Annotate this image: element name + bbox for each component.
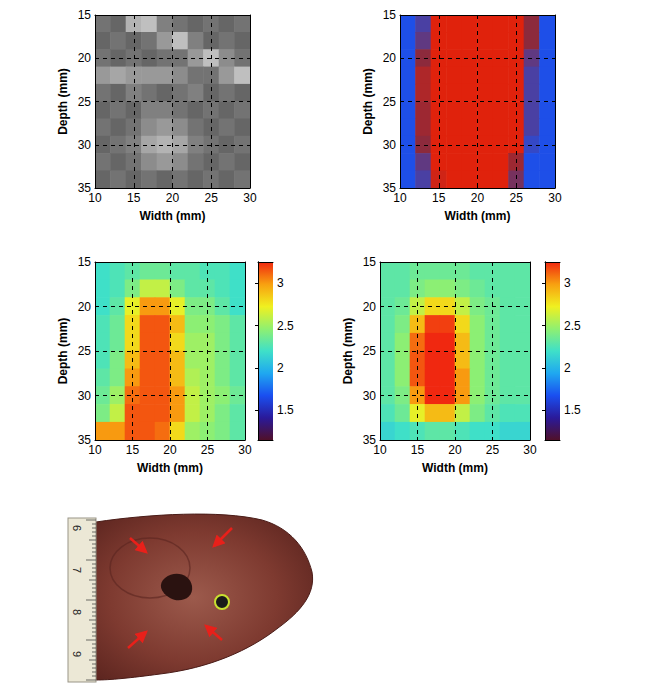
svg-text:10: 10 xyxy=(373,443,387,457)
svg-text:30: 30 xyxy=(363,389,377,403)
svg-text:20: 20 xyxy=(163,443,177,457)
svg-text:Depth (mm): Depth (mm) xyxy=(56,318,70,385)
svg-text:25: 25 xyxy=(201,443,215,457)
svg-text:25: 25 xyxy=(205,191,219,205)
svg-text:30: 30 xyxy=(383,138,397,152)
svg-text:15: 15 xyxy=(432,191,446,205)
svg-text:30: 30 xyxy=(78,138,92,152)
svg-text:15: 15 xyxy=(78,255,92,269)
svg-text:25: 25 xyxy=(363,344,377,358)
svg-text:35: 35 xyxy=(362,433,376,447)
svg-text:6: 6 xyxy=(71,525,83,531)
svg-text:10: 10 xyxy=(88,191,102,205)
svg-text:25: 25 xyxy=(510,191,524,205)
svg-text:15: 15 xyxy=(78,8,92,22)
svg-text:35: 35 xyxy=(77,433,91,447)
svg-text:Width (mm): Width (mm) xyxy=(445,209,511,223)
svg-text:15: 15 xyxy=(126,443,140,457)
svg-text:3: 3 xyxy=(277,276,284,290)
svg-text:30: 30 xyxy=(243,191,257,205)
svg-text:Width (mm): Width (mm) xyxy=(137,461,203,475)
svg-text:20: 20 xyxy=(166,191,180,205)
svg-text:35: 35 xyxy=(77,181,91,195)
svg-text:35: 35 xyxy=(382,181,396,195)
svg-text:2: 2 xyxy=(564,361,571,375)
svg-text:10: 10 xyxy=(393,191,407,205)
svg-text:15: 15 xyxy=(411,443,425,457)
svg-text:2.5: 2.5 xyxy=(564,319,581,333)
svg-text:15: 15 xyxy=(127,191,141,205)
svg-text:3: 3 xyxy=(564,276,571,290)
svg-text:25: 25 xyxy=(383,95,397,109)
svg-text:20: 20 xyxy=(448,443,462,457)
svg-text:Depth (mm): Depth (mm) xyxy=(56,68,70,135)
svg-text:30: 30 xyxy=(523,443,537,457)
svg-text:20: 20 xyxy=(78,300,92,314)
svg-text:9: 9 xyxy=(71,651,83,657)
svg-text:20: 20 xyxy=(471,191,485,205)
svg-text:25: 25 xyxy=(78,344,92,358)
svg-text:Width (mm): Width (mm) xyxy=(422,461,488,475)
svg-text:20: 20 xyxy=(383,51,397,65)
svg-text:15: 15 xyxy=(363,255,377,269)
svg-text:2: 2 xyxy=(277,361,284,375)
svg-text:25: 25 xyxy=(78,95,92,109)
svg-text:15: 15 xyxy=(383,8,397,22)
svg-text:30: 30 xyxy=(78,389,92,403)
svg-text:10: 10 xyxy=(88,443,102,457)
svg-text:7: 7 xyxy=(71,567,83,573)
svg-text:1.5: 1.5 xyxy=(564,403,581,417)
svg-text:20: 20 xyxy=(78,51,92,65)
svg-text:8: 8 xyxy=(71,609,83,615)
svg-text:2.5: 2.5 xyxy=(277,319,294,333)
svg-text:30: 30 xyxy=(548,191,562,205)
svg-text:Width (mm): Width (mm) xyxy=(140,209,206,223)
svg-text:1.5: 1.5 xyxy=(277,403,294,417)
svg-text:30: 30 xyxy=(238,443,252,457)
svg-text:Depth (mm): Depth (mm) xyxy=(341,318,355,385)
svg-text:20: 20 xyxy=(363,300,377,314)
svg-text:Depth (mm): Depth (mm) xyxy=(361,68,375,135)
svg-text:25: 25 xyxy=(486,443,500,457)
